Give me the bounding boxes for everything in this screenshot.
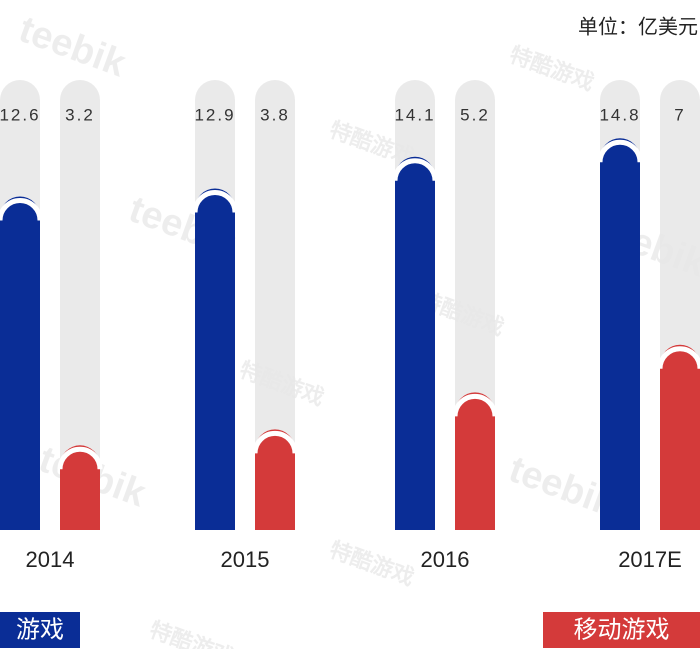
watermark: 特酷游戏 [326, 537, 417, 591]
x-tick-label: 2016 [421, 547, 470, 572]
legend-swatch [543, 612, 700, 648]
bar-cap-stripe [57, 446, 103, 470]
bar-cap-stripe [657, 346, 700, 369]
bar [600, 138, 640, 530]
value-label: 14.8 [599, 105, 640, 124]
value-label: 14.1 [394, 105, 435, 124]
watermark: 特酷游戏 [506, 42, 597, 96]
bar-cap-stripe [452, 393, 498, 417]
watermark: 特酷游戏 [146, 617, 237, 649]
value-label: 3.2 [65, 105, 95, 124]
bar [0, 196, 40, 530]
bar [455, 392, 495, 530]
watermark: teebik [13, 8, 131, 85]
bar [255, 429, 295, 530]
x-tick-label: 2017E [618, 547, 682, 572]
value-label: 3.8 [260, 105, 290, 124]
value-label: 7 [674, 105, 685, 124]
legend-label: 游戏 [16, 616, 64, 643]
bar [195, 188, 235, 530]
bar-track [255, 80, 295, 530]
value-label: 12.6 [0, 105, 41, 124]
bar-cap-stripe [597, 139, 643, 163]
bar-track [60, 80, 100, 530]
bar-cap-stripe [192, 190, 238, 213]
x-tick-label: 2014 [26, 547, 75, 572]
value-label: 5.2 [460, 105, 490, 124]
bar [660, 344, 700, 530]
value-label: 12.9 [194, 105, 235, 124]
legend-swatch [0, 612, 80, 648]
bar-cap-stripe [0, 198, 43, 221]
unit-label: 单位：亿美元 [578, 15, 698, 38]
bar-cap-stripe [252, 430, 298, 454]
bar [395, 156, 435, 530]
legend-label: 移动游戏 [574, 616, 670, 643]
x-tick-label: 2015 [221, 547, 270, 572]
bar [60, 445, 100, 530]
bar-cap-stripe [392, 158, 438, 181]
